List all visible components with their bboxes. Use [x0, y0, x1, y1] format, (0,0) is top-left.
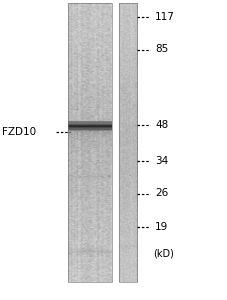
Text: FZD10: FZD10	[2, 127, 36, 137]
Text: 26: 26	[154, 188, 168, 199]
Text: 117: 117	[154, 11, 174, 22]
Text: 85: 85	[154, 44, 168, 55]
Text: 19: 19	[154, 221, 168, 232]
Bar	[68, 3, 111, 282]
Text: 34: 34	[154, 155, 168, 166]
Bar	[118, 3, 136, 282]
Text: 48: 48	[154, 119, 168, 130]
Text: (kD): (kD)	[152, 248, 173, 259]
